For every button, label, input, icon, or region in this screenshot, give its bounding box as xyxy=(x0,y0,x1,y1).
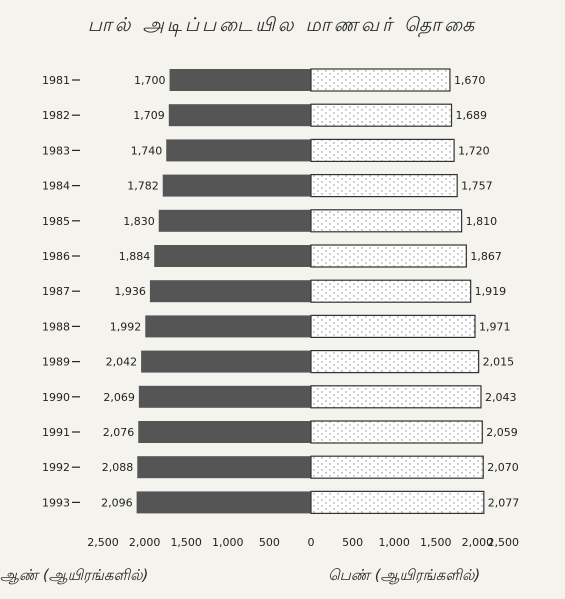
male-value-label: 2,042 xyxy=(106,356,138,369)
female-bar xyxy=(310,420,483,444)
year-label: 1982 xyxy=(42,109,70,122)
male-bar xyxy=(141,350,311,373)
female-value-label: 2,015 xyxy=(483,356,515,369)
male-bar xyxy=(162,174,311,197)
year-label: 1989 xyxy=(42,356,70,369)
female-bar xyxy=(310,350,480,374)
year-label: 1983 xyxy=(42,144,70,157)
year-label: 1992 xyxy=(42,461,70,474)
year-label: 1981 xyxy=(42,74,70,87)
female-value-label: 1,919 xyxy=(475,285,507,298)
male-bar xyxy=(169,69,311,91)
chart-title: பால் அடிப்படையில மாணவர் தொகை xyxy=(87,14,478,36)
female-bar xyxy=(310,279,472,303)
x-tick-label: 1,000 xyxy=(212,536,244,549)
male-value-label: 2,096 xyxy=(101,496,133,509)
female-value-label: 1,689 xyxy=(456,109,488,122)
female-bar xyxy=(310,314,476,338)
male-bar xyxy=(168,104,311,127)
x-tick-label: 1,000 xyxy=(378,536,410,549)
male-value-label: 2,076 xyxy=(103,426,135,439)
male-value-label: 1,700 xyxy=(134,74,166,87)
female-bar xyxy=(310,385,482,409)
year-label: 1987 xyxy=(42,285,70,298)
male-bar xyxy=(138,421,311,443)
female-bar xyxy=(310,490,485,514)
x-tick-label: 500 xyxy=(259,536,280,549)
year-label: 1988 xyxy=(42,320,70,333)
female-value-label: 1,720 xyxy=(458,144,490,157)
female-bar xyxy=(310,244,467,268)
year-label: 1993 xyxy=(42,496,70,509)
male-value-label: 1,709 xyxy=(133,109,165,122)
female-value-label: 2,043 xyxy=(485,391,517,404)
female-bar xyxy=(310,209,463,233)
male-bar xyxy=(137,456,311,479)
x-tick-label: 1,500 xyxy=(170,536,202,549)
female-value-label: 1,867 xyxy=(470,250,502,263)
female-value-label: 1,670 xyxy=(454,74,486,87)
female-value-label: 1,810 xyxy=(466,215,498,228)
male-value-label: 2,069 xyxy=(103,391,135,404)
year-label: 1991 xyxy=(42,426,70,439)
female-value-label: 2,070 xyxy=(487,461,519,474)
female-value-label: 2,077 xyxy=(488,496,520,509)
male-bar xyxy=(154,245,311,267)
male-bar xyxy=(145,315,311,338)
male-value-label: 1,740 xyxy=(131,144,163,157)
female-bar xyxy=(310,455,484,479)
x-tick-label: 2,000 xyxy=(462,536,494,549)
year-label: 1990 xyxy=(42,391,70,404)
year-label: 1984 xyxy=(42,180,70,193)
female-value-label: 1,757 xyxy=(461,180,493,193)
x-tick-label: 0 xyxy=(308,536,315,549)
female-bar xyxy=(310,138,455,162)
male-axis-caption: ஆண் (ஆயிரங்களில்) xyxy=(0,566,149,584)
male-value-label: 1,830 xyxy=(123,215,155,228)
male-value-label: 1,992 xyxy=(110,320,142,333)
male-bar xyxy=(158,209,311,232)
year-label: 1986 xyxy=(42,250,70,263)
male-bar xyxy=(138,385,311,408)
x-tick-label: 2,500 xyxy=(488,536,520,549)
female-bar xyxy=(310,174,458,198)
male-value-label: 1,782 xyxy=(127,180,159,193)
year-label: 1985 xyxy=(42,215,70,228)
male-value-label: 2,088 xyxy=(102,461,134,474)
x-tick-label: 500 xyxy=(342,536,363,549)
female-value-label: 2,059 xyxy=(486,426,518,439)
male-bar xyxy=(166,139,311,162)
female-bar xyxy=(310,68,451,92)
male-bar xyxy=(136,491,311,514)
female-bar xyxy=(310,103,453,127)
male-value-label: 1,936 xyxy=(114,285,146,298)
female-axis-caption: பெண் (ஆயிரங்களில்) xyxy=(328,566,481,584)
male-value-label: 1,884 xyxy=(119,250,151,263)
female-value-label: 1,971 xyxy=(479,320,511,333)
x-tick-label: 2,500 xyxy=(87,536,119,549)
x-tick-label: 1,500 xyxy=(420,536,452,549)
male-bar xyxy=(149,280,311,303)
x-tick-label: 2,000 xyxy=(129,536,161,549)
